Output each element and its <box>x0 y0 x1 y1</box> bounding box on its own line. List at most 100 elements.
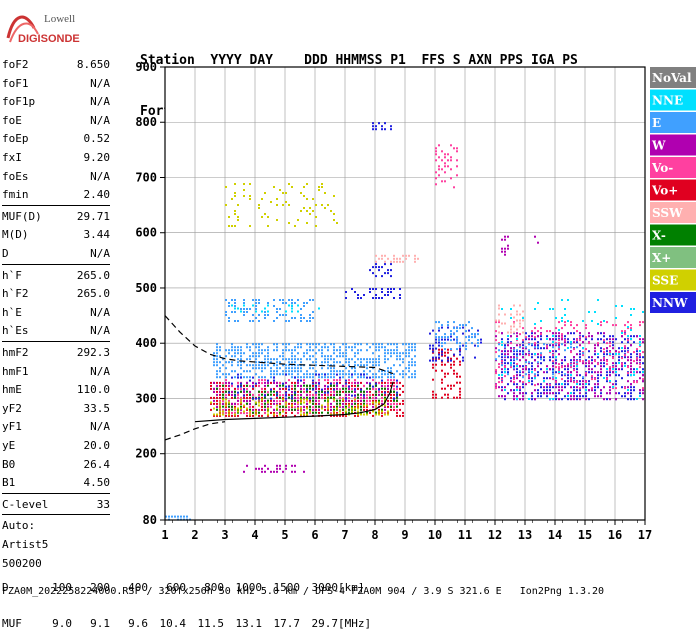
echo-point <box>564 314 566 316</box>
echo-point <box>612 341 614 344</box>
echo-point <box>501 308 503 310</box>
echo-point <box>621 332 623 334</box>
echo-point <box>603 359 605 362</box>
echo-point <box>381 275 383 278</box>
echo-point <box>243 404 245 407</box>
echo-point <box>270 201 272 203</box>
echo-point <box>555 362 557 365</box>
echo-point <box>219 405 221 408</box>
echo-point <box>516 374 518 377</box>
echo-point <box>261 388 263 391</box>
echo-point <box>435 356 437 359</box>
echo-point <box>171 515 173 518</box>
echo-point <box>237 403 239 406</box>
echo-point <box>288 385 290 388</box>
echo-point <box>525 373 527 376</box>
echo-point <box>519 389 521 392</box>
echo-point <box>642 311 644 313</box>
echo-point <box>561 299 563 301</box>
echo-point <box>567 347 569 349</box>
param-row: fmin 2.40 <box>2 188 110 208</box>
echo-point <box>333 388 335 391</box>
echo-point <box>576 353 578 356</box>
echo-point <box>372 399 374 402</box>
echo-point <box>546 330 548 333</box>
echo-point <box>588 356 590 359</box>
echo-point <box>516 332 518 335</box>
echo-point <box>402 373 404 376</box>
echo-point <box>246 390 248 393</box>
echo-point <box>459 345 461 348</box>
echo-point <box>249 393 251 396</box>
echo-point <box>447 153 449 156</box>
echo-point <box>285 401 287 404</box>
echo-point <box>270 406 272 409</box>
echo-point <box>300 343 302 346</box>
echo-point <box>579 383 581 386</box>
echo-point <box>393 385 395 388</box>
echo-point <box>447 324 449 327</box>
echo-point <box>549 308 551 310</box>
echo-point <box>315 370 317 373</box>
echo-point <box>507 362 509 365</box>
echo-point <box>252 304 254 307</box>
echo-point <box>393 288 395 290</box>
echo-point <box>606 353 608 356</box>
echo-point <box>303 376 305 379</box>
echo-point <box>354 399 356 402</box>
echo-point <box>303 391 305 394</box>
echo-point <box>249 370 251 373</box>
echo-point <box>399 294 401 296</box>
echo-point <box>495 358 497 361</box>
echo-point <box>294 414 296 417</box>
echo-point <box>525 383 527 386</box>
echo-point <box>222 358 224 361</box>
echo-point <box>300 308 302 310</box>
echo-point <box>279 373 281 376</box>
echo-point <box>597 395 599 398</box>
echo-point <box>357 410 359 413</box>
param-name: foEs <box>2 169 29 183</box>
echo-point <box>561 378 563 381</box>
echo-point <box>498 386 500 389</box>
echo-point <box>360 402 362 405</box>
echo-point <box>222 387 224 390</box>
row1-cell: Station <box>140 53 195 68</box>
echo-point <box>348 373 350 376</box>
echo-point <box>507 368 509 371</box>
echo-point <box>582 386 584 389</box>
echo-point <box>432 359 434 362</box>
echo-point <box>516 355 518 358</box>
echo-point <box>378 402 380 405</box>
echo-point <box>219 346 221 349</box>
echo-point <box>372 410 374 413</box>
echo-point <box>357 352 359 355</box>
echo-point <box>396 346 398 349</box>
echo-point <box>498 363 500 366</box>
param-value: N/A <box>90 305 110 319</box>
echo-point <box>276 317 278 319</box>
echo-point <box>552 398 554 400</box>
echo-point <box>579 392 581 395</box>
echo-point <box>273 414 275 417</box>
echo-point <box>390 373 392 376</box>
param-name: fmin <box>2 188 29 202</box>
echo-point <box>360 376 362 379</box>
echo-point <box>315 394 317 397</box>
echo-point <box>579 374 581 377</box>
echo-point <box>318 405 320 408</box>
echo-point <box>294 396 296 399</box>
param-name: h`Es <box>2 324 29 338</box>
logo-mark-icon <box>6 15 39 43</box>
echo-point <box>450 144 452 147</box>
echo-point <box>315 364 317 367</box>
echo-point <box>360 364 362 367</box>
echo-point <box>381 393 383 396</box>
echo-point <box>600 392 602 395</box>
echo-point <box>267 364 269 367</box>
echo-point <box>378 297 380 299</box>
echo-point <box>231 382 233 385</box>
echo-point <box>582 383 584 386</box>
echo-point <box>525 359 527 362</box>
echo-point <box>384 408 386 411</box>
